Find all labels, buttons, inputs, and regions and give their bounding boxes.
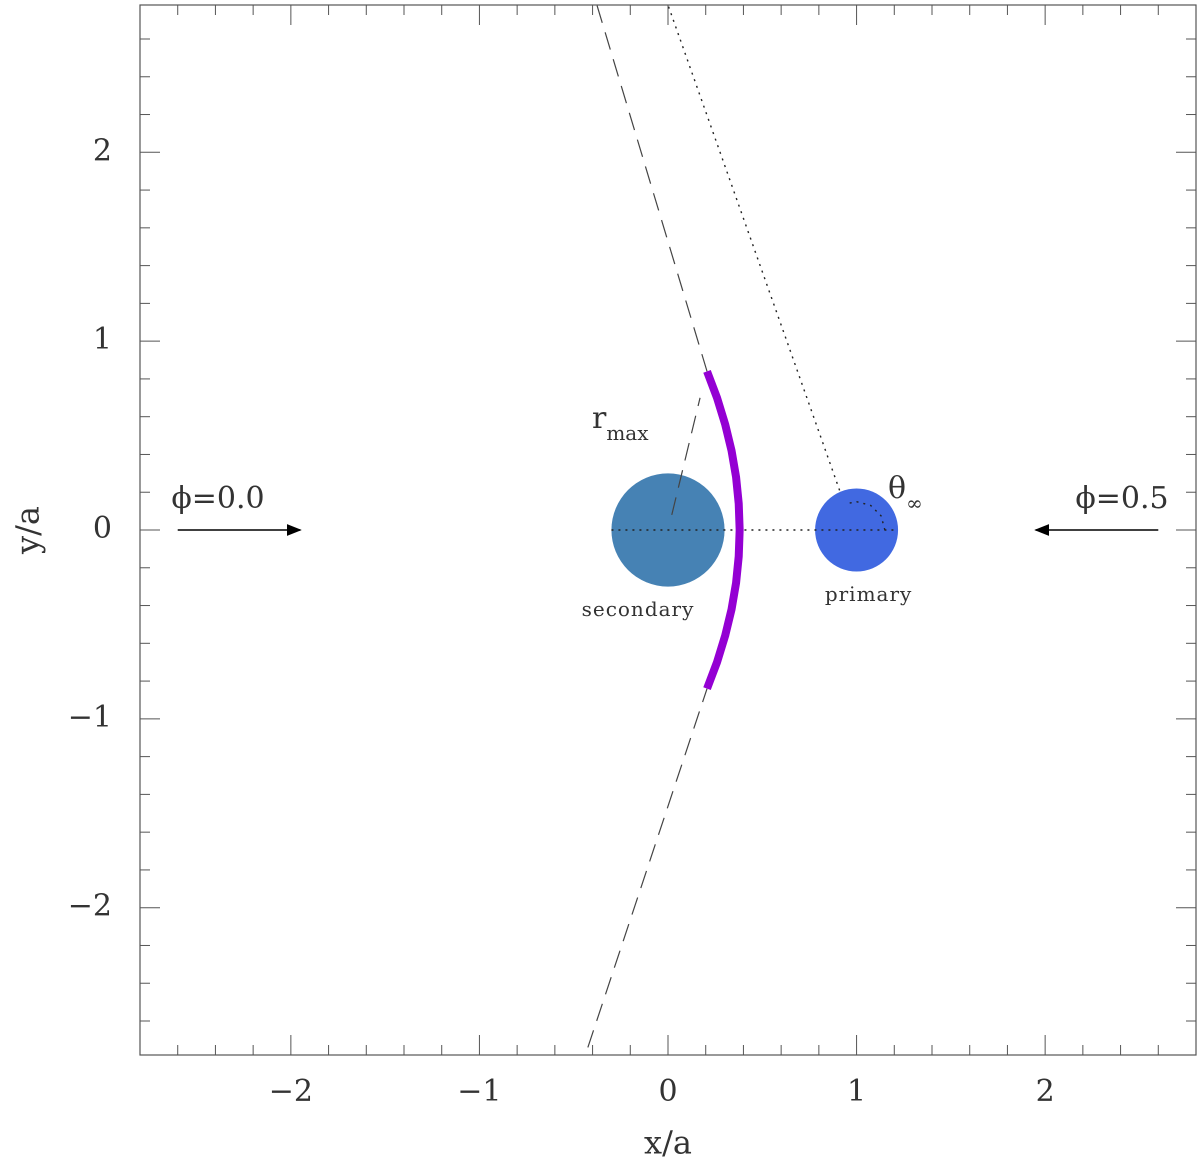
r-max-label: rmax [592, 401, 649, 445]
y-tick-label: −2 [68, 889, 112, 924]
arrow-label: ϕ=0.0 [171, 481, 264, 516]
shock-curve [703, 369, 744, 691]
dashed-line [671, 397, 701, 516]
x-tick-label: −2 [269, 1074, 313, 1109]
dotted-line [667, 4, 841, 491]
theta-main: θ [888, 471, 906, 506]
star-label: secondary [582, 597, 695, 621]
y-tick-label: 0 [93, 511, 112, 546]
arrow-label: ϕ=0.5 [1075, 481, 1168, 516]
y-axis-label: y/a [9, 506, 47, 555]
star-label: primary [825, 582, 913, 606]
y-tick-label: 1 [93, 322, 112, 357]
r-sub: max [606, 421, 649, 445]
dashed-line [596, 4, 708, 372]
x-tick-label: 1 [847, 1074, 866, 1109]
dashed-line [587, 688, 708, 1048]
theta-sub: ∞ [906, 491, 923, 515]
x-axis-label: x/a [644, 1124, 692, 1162]
dotted-line [847, 500, 886, 531]
x-tick-label: 2 [1036, 1074, 1055, 1109]
r-main: r [592, 401, 607, 436]
theta-label: θ∞ [888, 471, 923, 515]
y-tick-label: −1 [68, 700, 112, 735]
x-tick-label: −1 [457, 1074, 501, 1109]
x-tick-label: 0 [658, 1074, 677, 1109]
y-tick-label: 2 [93, 133, 112, 168]
